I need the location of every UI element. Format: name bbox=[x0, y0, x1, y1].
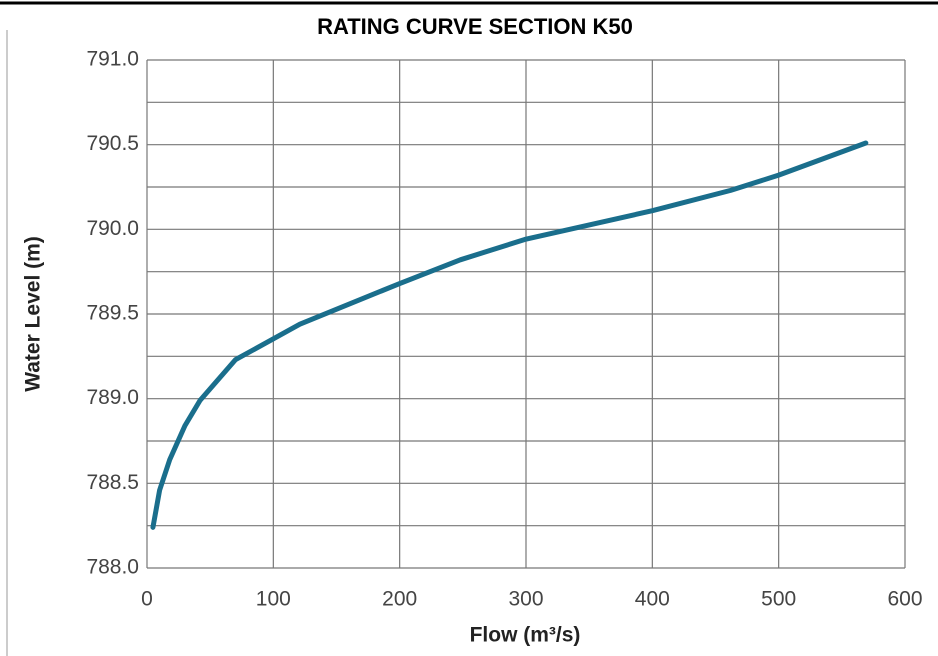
x-tick-label: 500 bbox=[761, 588, 796, 611]
data-line bbox=[150, 140, 869, 530]
y-tick-label: 788.0 bbox=[86, 556, 139, 579]
y-tick-label: 789.5 bbox=[86, 302, 139, 325]
x-tick-label: 300 bbox=[508, 588, 543, 611]
y-tick-label: 790.5 bbox=[86, 132, 139, 155]
x-axis-label: Flow (m³/s) bbox=[470, 624, 581, 647]
x-tick-label: 200 bbox=[382, 588, 417, 611]
x-tick-label: 100 bbox=[256, 588, 291, 611]
y-tick-label: 788.5 bbox=[86, 471, 139, 494]
x-tick-label: 600 bbox=[887, 588, 922, 611]
y-tick-label: 790.0 bbox=[86, 217, 139, 240]
x-tick-label: 400 bbox=[635, 588, 670, 611]
y-axis-label: Water Level (m) bbox=[22, 236, 45, 392]
y-tick-label: 791.0 bbox=[86, 48, 139, 71]
y-tick-label: 789.0 bbox=[86, 386, 139, 409]
chart-title: RATING CURVE SECTION K50 bbox=[317, 14, 633, 39]
x-tick-label: 0 bbox=[141, 588, 153, 611]
